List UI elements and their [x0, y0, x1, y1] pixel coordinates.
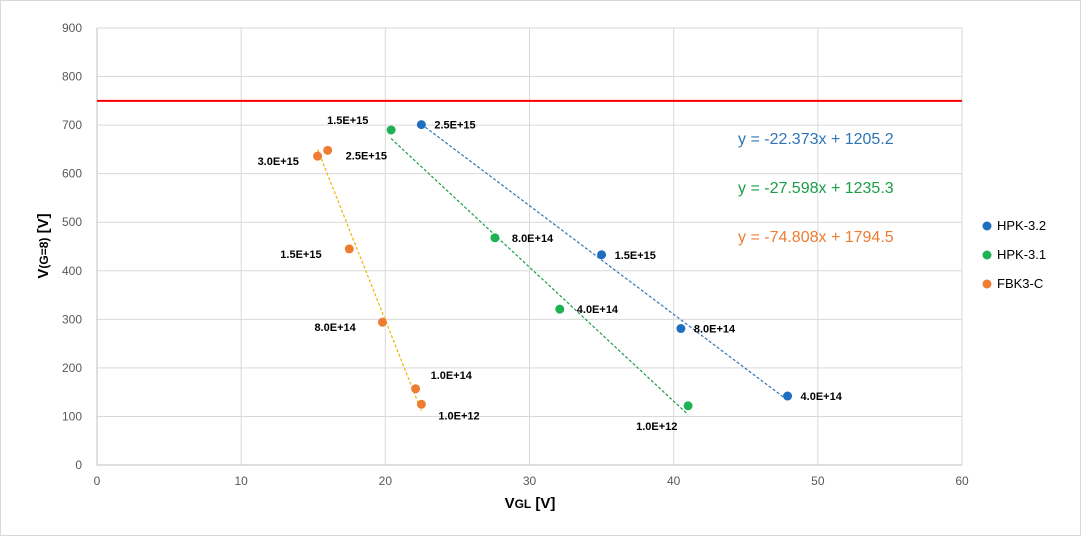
- data-point: [323, 145, 333, 155]
- data-label: 8.0E+14: [314, 322, 356, 334]
- data-label: 4.0E+14: [801, 391, 843, 403]
- data-point: [490, 233, 500, 243]
- x-axis-title: VGL [V]: [505, 495, 556, 512]
- y-tick-label: 600: [62, 167, 82, 181]
- data-point: [555, 304, 565, 314]
- data-label: 1.0E+12: [438, 410, 479, 422]
- data-points: [313, 120, 793, 411]
- data-label: 3.0E+15: [258, 156, 299, 168]
- trend-equation: y = -27.598x + 1235.3: [738, 180, 894, 197]
- x-tick-label: 60: [955, 474, 969, 488]
- trend-equation: y = -22.373x + 1205.2: [738, 131, 894, 148]
- axes: 0 100 200 300 400 500 600 700 800 900 0 10 20 30 40 50 6…: [62, 21, 969, 488]
- legend-marker: [982, 221, 992, 231]
- legend: HPK-3.2 HPK-3.1 FBK3-C: [982, 218, 1046, 291]
- data-point: [597, 250, 607, 260]
- trendline: [317, 149, 422, 412]
- y-axis-title-unit: [V]: [35, 213, 52, 237]
- x-tick-label: 10: [234, 474, 248, 488]
- data-point: [313, 151, 323, 161]
- data-label: 1.5E+15: [615, 250, 656, 262]
- y-axis-title-main: V: [35, 269, 52, 279]
- data-label: 8.0E+14: [694, 324, 736, 336]
- x-tick-label: 20: [379, 474, 393, 488]
- data-point: [683, 401, 693, 411]
- y-tick-label: 700: [62, 118, 82, 132]
- data-point: [386, 125, 396, 135]
- y-axis-title: V(G=8) [V]: [35, 213, 52, 278]
- trend-equations: y = -22.373x + 1205.2 y = -27.598x + 1235…: [738, 131, 894, 246]
- y-tick-label: 0: [75, 458, 82, 472]
- trendline: [421, 123, 788, 401]
- data-point: [416, 399, 426, 409]
- data-label: 1.5E+15: [327, 115, 368, 127]
- axis-titles: VGL [V] V(G=8) [V]: [35, 213, 555, 512]
- y-tick-label: 900: [62, 21, 82, 35]
- trendline: [390, 138, 689, 416]
- data-point: [411, 384, 421, 394]
- y-tick-label: 500: [62, 215, 82, 229]
- x-tick-label: 40: [667, 474, 681, 488]
- y-axis-title-sub: (G=8): [37, 238, 51, 269]
- x-axis-title-sub: GL: [515, 497, 532, 511]
- x-axis-title-unit: [V]: [531, 495, 555, 512]
- data-point: [783, 391, 793, 401]
- data-point: [416, 120, 426, 130]
- data-label: 1.5E+15: [280, 249, 321, 261]
- data-label: 8.0E+14: [512, 233, 554, 245]
- legend-label: FBK3-C: [997, 276, 1043, 291]
- x-tick-label: 30: [523, 474, 537, 488]
- x-axis-title-main: V: [505, 495, 515, 512]
- data-label: 2.5E+15: [346, 150, 387, 162]
- legend-marker: [982, 250, 992, 260]
- y-tick-label: 300: [62, 312, 82, 326]
- trendlines: [317, 123, 788, 416]
- trend-equation: y = -74.808x + 1794.5: [738, 229, 894, 246]
- legend-marker: [982, 279, 992, 289]
- data-point: [344, 244, 354, 254]
- data-label: 2.5E+15: [434, 120, 475, 132]
- y-tick-label: 200: [62, 361, 82, 375]
- legend-label: HPK-3.2: [997, 218, 1046, 233]
- y-tick-label: 400: [62, 264, 82, 278]
- legend-label: HPK-3.1: [997, 247, 1046, 262]
- point-labels: 2.5E+15 1.5E+15 8.0E+14 4.0E+14 1.5E+15 8.0E+…: [258, 115, 843, 433]
- data-point: [676, 324, 686, 334]
- y-tick-label: 800: [62, 70, 82, 84]
- x-tick-label: 0: [94, 474, 101, 488]
- y-tick-label: 100: [62, 409, 82, 423]
- data-point: [377, 317, 387, 327]
- data-label: 1.0E+14: [431, 370, 473, 382]
- data-label: 1.0E+12: [636, 421, 677, 433]
- x-tick-label: 50: [811, 474, 825, 488]
- data-label: 4.0E+14: [577, 304, 619, 316]
